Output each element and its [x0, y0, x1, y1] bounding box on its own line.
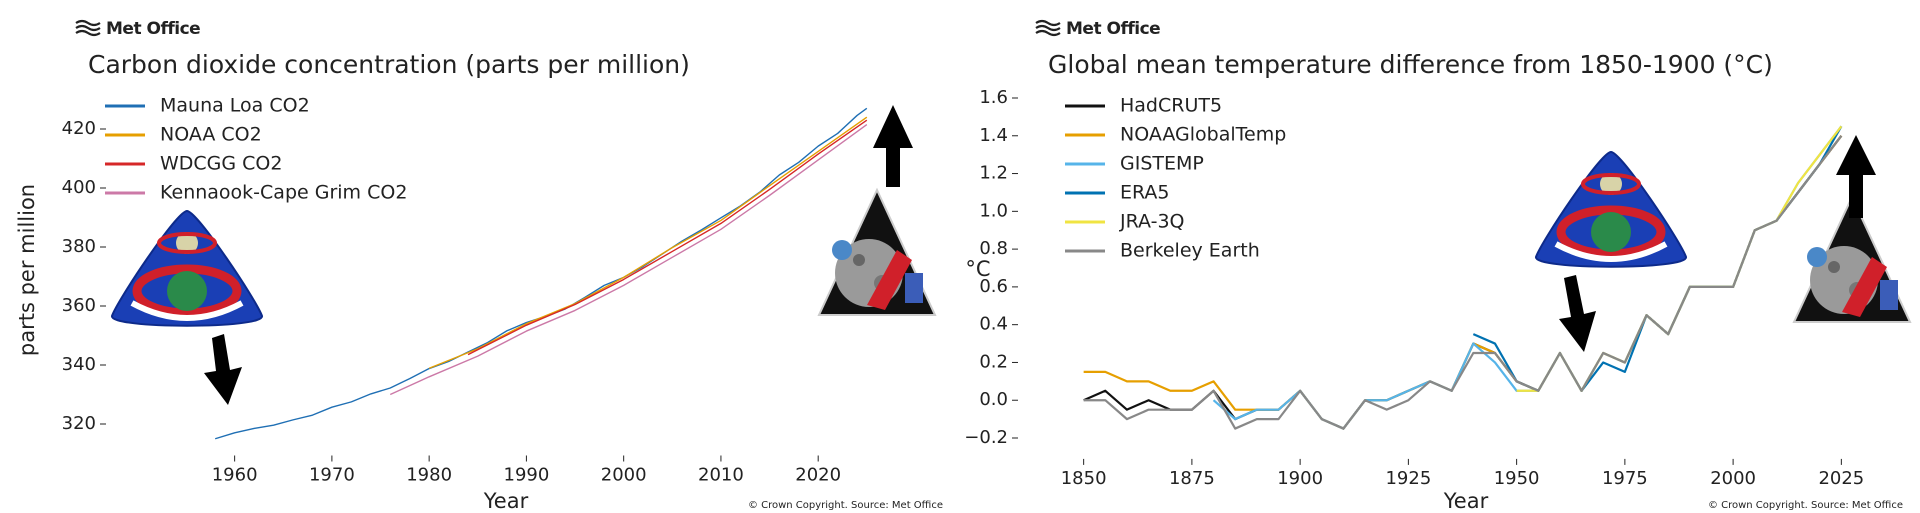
x-axis-label: Year	[483, 489, 529, 513]
brand: Met Office	[106, 19, 200, 39]
chart-title: Global mean temperature difference from …	[1048, 50, 1773, 79]
x-tick-label: 2010	[698, 465, 744, 486]
x-tick-label: 1925	[1385, 468, 1431, 489]
y-tick-label: 0.8	[979, 238, 1008, 259]
data-line	[428, 116, 868, 369]
x-tick-label: 2000	[601, 465, 647, 486]
legend-label: ERA5	[1120, 182, 1170, 204]
logo-mark	[1035, 24, 1061, 32]
data-line	[1083, 135, 1843, 430]
decorations	[112, 105, 1911, 405]
data-line	[1083, 135, 1843, 430]
x-tick-label: 2020	[795, 465, 841, 486]
x-tick-label: 1875	[1169, 468, 1215, 489]
logo-mark	[75, 29, 101, 37]
credit: © Crown Copyright. Source: Met Office	[748, 500, 943, 511]
y-tick-label: 0.0	[979, 389, 1008, 410]
y-tick-label: −0.2	[964, 427, 1008, 448]
y-tick-label: 1.4	[979, 125, 1008, 146]
chart-title: Carbon dioxide concentration (parts per …	[88, 50, 690, 79]
legend-label: WDCGG CO2	[160, 153, 282, 175]
y-tick-label: 340	[62, 354, 96, 375]
legend-label: Kennaook-Cape Grim CO2	[160, 182, 407, 204]
y-tick-label: 320	[62, 413, 96, 434]
x-tick-label: 2000	[1710, 468, 1756, 489]
arrow	[204, 334, 242, 405]
logo-mark	[75, 24, 101, 32]
legend-label: Mauna Loa CO2	[160, 95, 310, 117]
x-tick-label: 1980	[406, 465, 452, 486]
legend-label: NOAA CO2	[160, 124, 262, 146]
data-line	[214, 107, 868, 440]
data-line	[1083, 135, 1843, 430]
x-tick-label: 1975	[1602, 468, 1648, 489]
mission-patch	[818, 189, 936, 316]
y-tick-label: 0.2	[979, 351, 1008, 372]
logo-mark	[75, 19, 101, 27]
logo-mark	[1035, 19, 1061, 27]
y-tick-label: 420	[62, 118, 96, 139]
arrow	[1836, 135, 1876, 218]
arrow	[873, 105, 913, 187]
credit: © Crown Copyright. Source: Met Office	[1708, 500, 1903, 511]
legend-label: NOAAGlobalTemp	[1120, 124, 1286, 146]
mission-patch	[112, 211, 262, 326]
x-tick-label: 1950	[1494, 468, 1540, 489]
x-tick-label: 1970	[309, 465, 355, 486]
y-tick-label: 360	[62, 295, 96, 316]
legend-label: Berkeley Earth	[1120, 240, 1260, 262]
y-tick-label: 0.4	[979, 314, 1008, 335]
legend-label: JRA-3Q	[1119, 211, 1185, 233]
x-tick-label: 2025	[1818, 468, 1864, 489]
data-line	[467, 119, 868, 356]
y-tick-label: 1.2	[979, 163, 1008, 184]
brand: Met Office	[1066, 19, 1160, 39]
logo-mark	[1035, 29, 1061, 37]
x-tick-label: 1990	[504, 465, 550, 486]
y-axis-label: °C	[965, 257, 990, 281]
y-tick-label: 380	[62, 236, 96, 257]
y-tick-label: 0.6	[979, 276, 1008, 297]
mission-patch	[1536, 152, 1686, 267]
arrow	[1559, 275, 1596, 352]
data-line	[389, 124, 868, 396]
y-tick-label: 400	[62, 177, 96, 198]
x-tick-label: 1850	[1061, 468, 1107, 489]
x-tick-label: 1960	[212, 465, 258, 486]
legend-label: HadCRUT5	[1120, 95, 1222, 117]
data-line	[1212, 125, 1843, 430]
y-axis-label: parts per million	[15, 184, 39, 356]
legend-label: GISTEMP	[1120, 153, 1204, 175]
y-tick-label: 1.6	[979, 87, 1008, 108]
x-axis-label: Year	[1443, 489, 1489, 513]
x-tick-label: 1900	[1277, 468, 1323, 489]
y-tick-label: 1.0	[979, 200, 1008, 221]
